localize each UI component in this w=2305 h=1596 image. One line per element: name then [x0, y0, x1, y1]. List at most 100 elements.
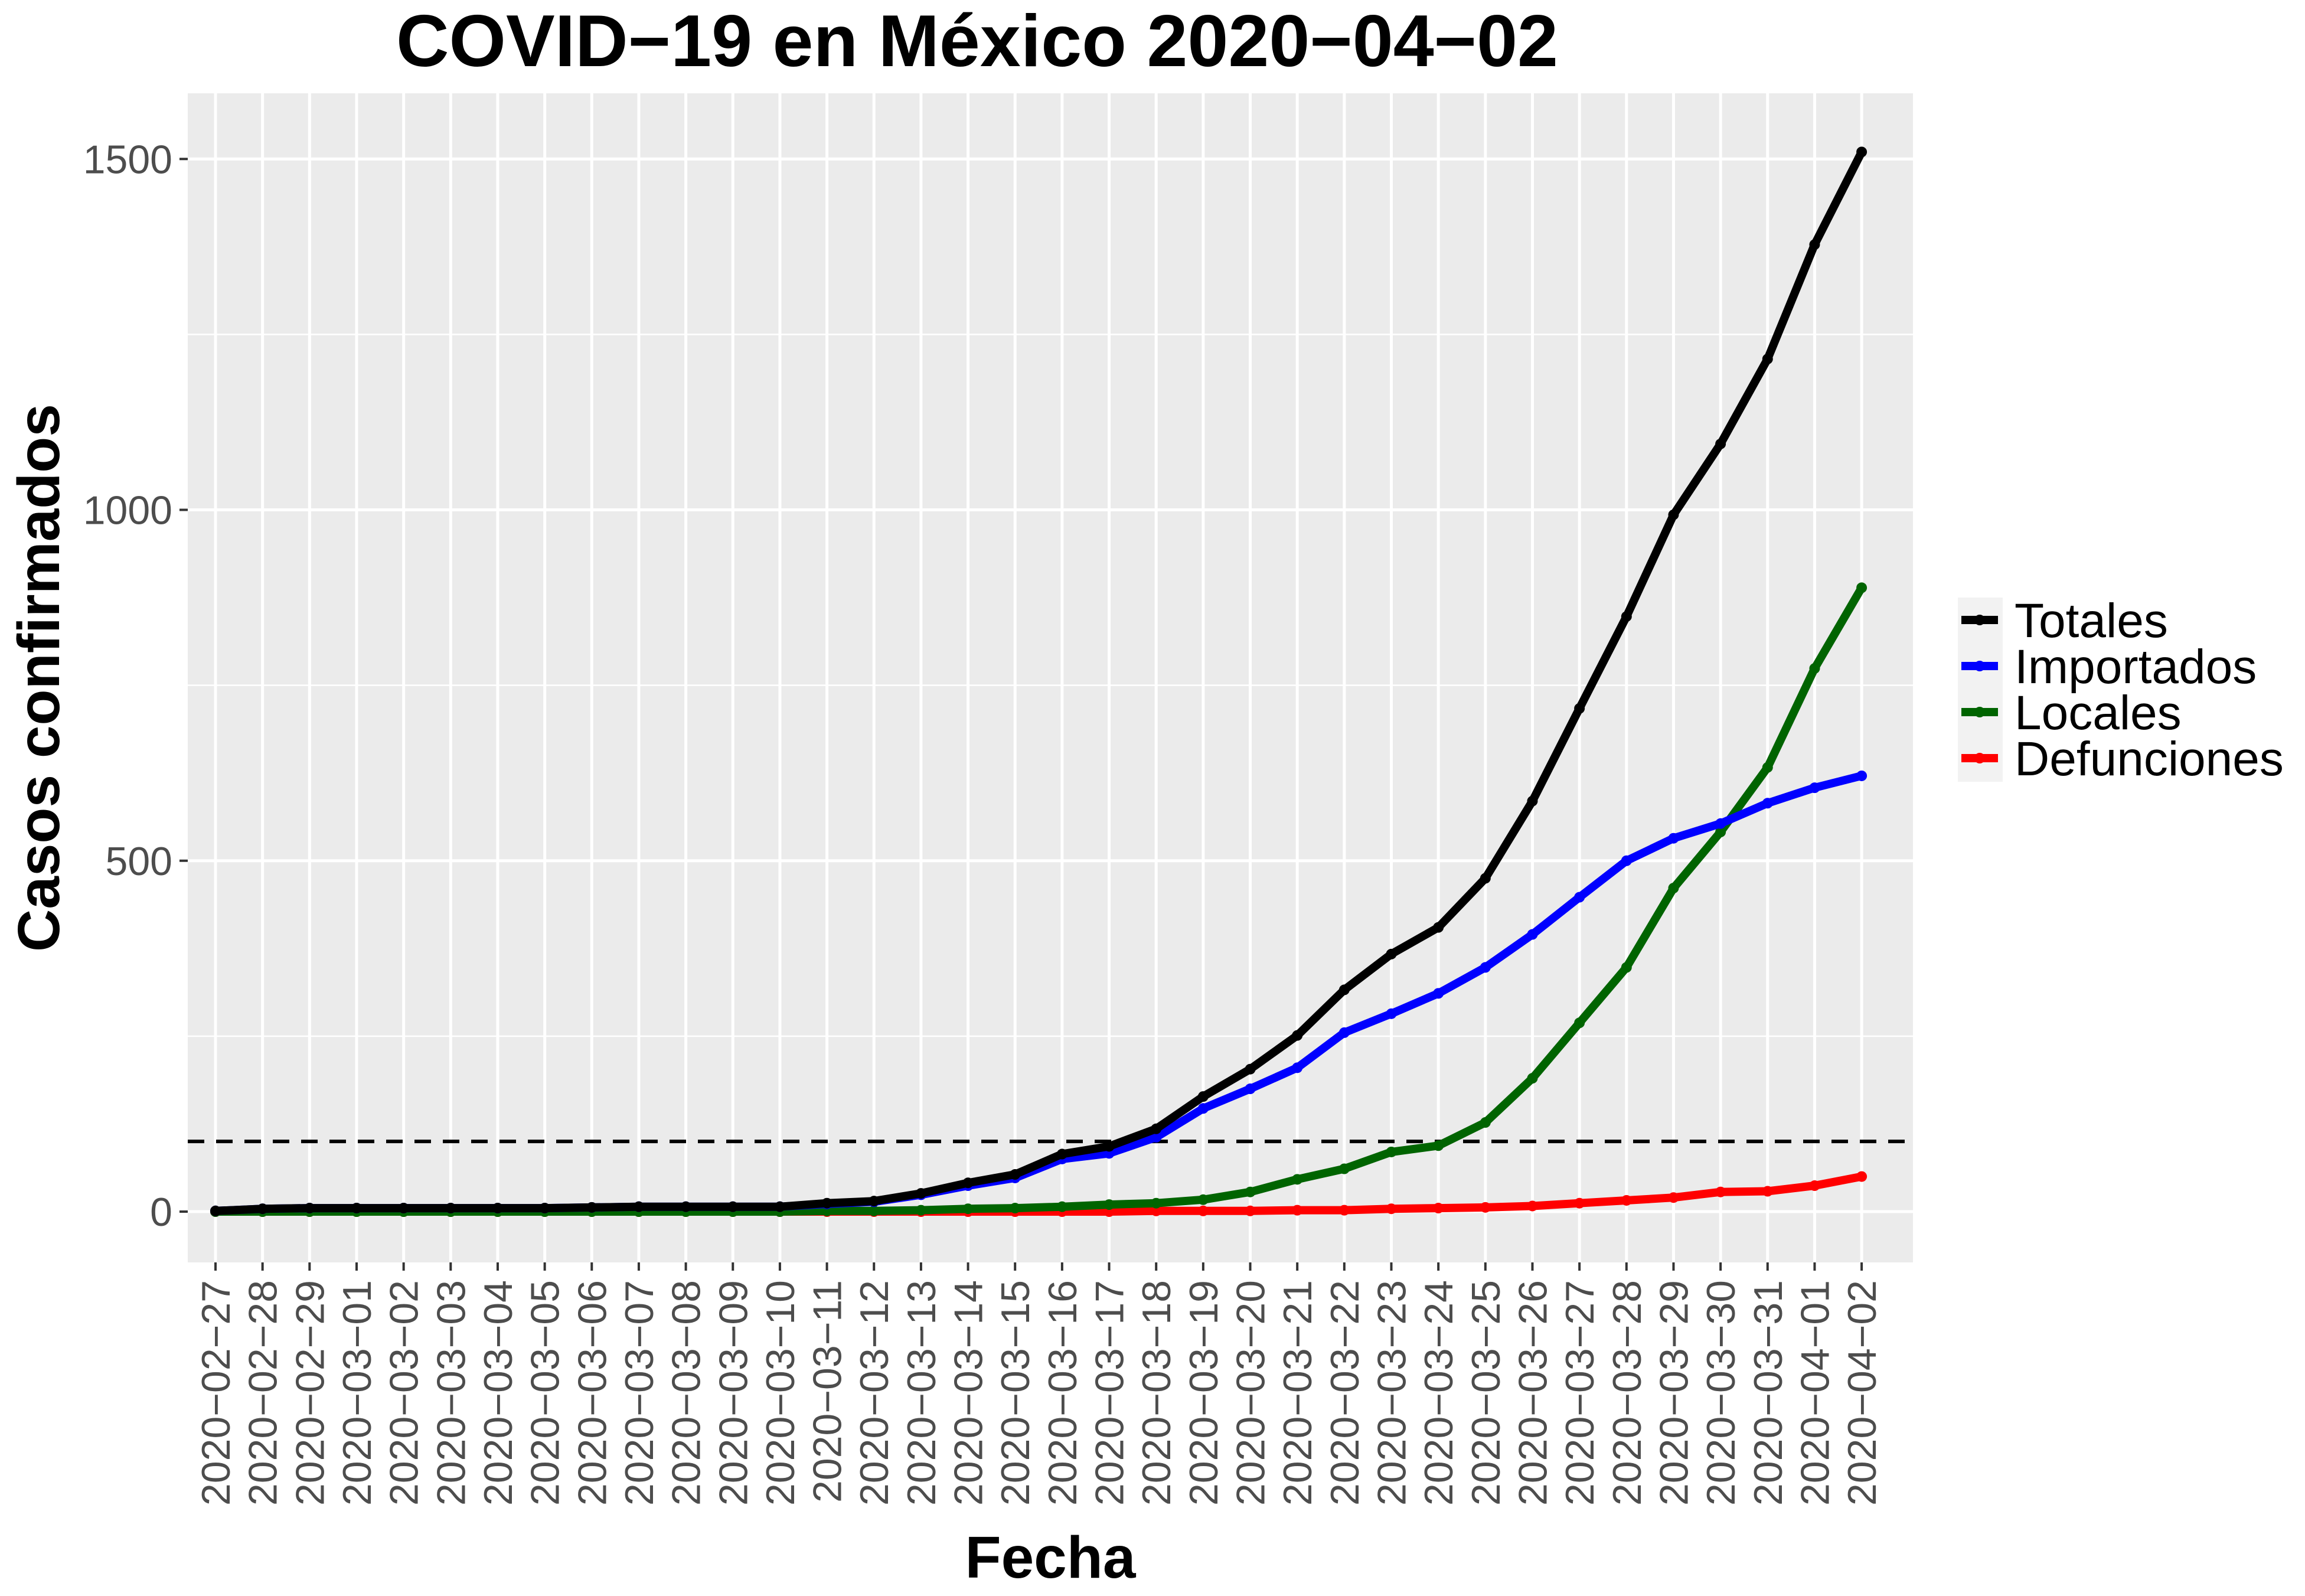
legend-label: Locales: [2015, 686, 2182, 740]
data-point-locales: [1386, 1146, 1397, 1157]
x-tick-label: 2020−03−06: [570, 1280, 615, 1506]
plot-panel: [188, 93, 1913, 1262]
data-point-totales: [1197, 1091, 1209, 1102]
data-point-locales: [1433, 1140, 1444, 1151]
x-tick-label: 2020−04−02: [1840, 1280, 1885, 1506]
data-point-defunciones: [1386, 1203, 1397, 1215]
data-point-locales: [1668, 883, 1679, 894]
x-tick-label: 2020−03−13: [899, 1280, 944, 1506]
data-point-totales: [1151, 1123, 1162, 1134]
legend-item-totales: Totales: [1961, 594, 2168, 648]
data-point-defunciones: [1151, 1205, 1162, 1216]
data-point-importados: [1574, 892, 1585, 903]
data-point-totales: [492, 1203, 503, 1214]
data-point-locales: [1856, 582, 1867, 593]
data-point-locales: [1574, 1017, 1585, 1029]
data-point-importados: [1433, 988, 1444, 999]
legend-key-point: [1974, 661, 1985, 671]
data-point-totales: [586, 1202, 598, 1213]
legend-item-locales: Locales: [1961, 686, 2182, 740]
x-tick-label: 2020−03−22: [1323, 1280, 1367, 1506]
data-point-totales: [1292, 1030, 1303, 1041]
data-point-totales: [398, 1203, 409, 1214]
y-tick-label: 0: [150, 1190, 172, 1235]
x-tick-label: 2020−03−25: [1464, 1280, 1509, 1506]
legend-key-point: [1974, 707, 1985, 717]
data-point-totales: [304, 1203, 315, 1214]
data-point-locales: [1809, 663, 1820, 674]
x-tick-label: 2020−03−19: [1181, 1280, 1226, 1506]
x-tick-label: 2020−03−04: [476, 1280, 521, 1506]
data-point-totales: [1433, 922, 1444, 933]
data-point-importados: [1480, 962, 1491, 973]
data-point-totales: [1103, 1141, 1115, 1152]
data-point-defunciones: [1292, 1205, 1303, 1216]
x-tick-label: 2020−04−01: [1793, 1280, 1837, 1506]
x-tick-label: 2020−03−30: [1699, 1280, 1744, 1506]
data-point-locales: [1197, 1194, 1209, 1205]
data-point-defunciones: [1197, 1205, 1209, 1216]
x-tick-label: 2020−03−28: [1605, 1280, 1650, 1506]
data-point-defunciones: [1433, 1203, 1444, 1214]
data-point-importados: [1245, 1083, 1256, 1095]
data-point-defunciones: [1762, 1186, 1773, 1197]
data-point-totales: [633, 1201, 644, 1212]
data-point-totales: [1856, 146, 1867, 158]
data-point-importados: [1338, 1027, 1350, 1038]
legend-item-defunciones: Defunciones: [1961, 732, 2284, 786]
grid-layer: [188, 93, 1913, 1262]
x-tick-label: 2020−03−03: [429, 1280, 474, 1506]
data-point-importados: [1856, 770, 1867, 781]
data-point-locales: [1292, 1174, 1303, 1185]
series-totales: [210, 146, 1867, 1216]
data-point-defunciones: [1338, 1205, 1350, 1216]
data-point-totales: [727, 1201, 739, 1212]
x-tick-label: 2020−03−27: [1558, 1280, 1602, 1506]
data-point-locales: [1762, 762, 1773, 773]
x-tick-label: 2020−03−16: [1040, 1280, 1085, 1506]
legend-key-point: [1974, 753, 1985, 763]
x-tick-label: 2020−03−26: [1511, 1280, 1556, 1506]
data-point-defunciones: [1245, 1205, 1256, 1216]
data-point-locales: [962, 1203, 974, 1215]
x-tick-label: 2020−03−24: [1416, 1280, 1461, 1506]
x-tick-label: 2020−03−07: [617, 1280, 662, 1506]
data-point-totales: [351, 1203, 362, 1214]
data-point-locales: [1151, 1197, 1162, 1209]
data-point-totales: [1621, 611, 1632, 622]
y-axis-title: Casos confirmados: [6, 404, 72, 952]
x-axis: 2020−02−27 2020−02−28 2020−02−29 2020−03−01…: [194, 1262, 1885, 1506]
legend-label: Defunciones: [2015, 732, 2284, 786]
data-point-importados: [1197, 1103, 1209, 1114]
x-tick-label: 2020−03−12: [852, 1280, 897, 1506]
data-point-totales: [1010, 1169, 1021, 1180]
x-tick-label: 2020−03−15: [993, 1280, 1038, 1506]
data-point-importados: [1809, 782, 1820, 794]
data-point-totales: [1480, 873, 1491, 884]
x-tick-label: 2020−03−02: [382, 1280, 427, 1506]
x-tick-label: 2020−03−05: [523, 1280, 568, 1506]
legend-item-importados: Importados: [1961, 640, 2257, 694]
data-point-totales: [869, 1196, 880, 1207]
data-point-importados: [1527, 929, 1538, 940]
series-line-totales: [211, 148, 1866, 1215]
x-tick-label: 2020−03−21: [1275, 1280, 1320, 1506]
data-point-defunciones: [1574, 1197, 1585, 1209]
data-point-totales: [1668, 509, 1679, 520]
x-tick-label: 2020−03−29: [1652, 1280, 1697, 1506]
data-point-importados: [1292, 1062, 1303, 1073]
data-point-defunciones: [1668, 1192, 1679, 1203]
data-point-totales: [1338, 984, 1350, 996]
data-point-totales: [915, 1188, 926, 1199]
x-tick-label: 2020−03−14: [946, 1280, 991, 1506]
x-tick-label: 2020−03−09: [711, 1280, 756, 1506]
data-point-defunciones: [1527, 1200, 1538, 1212]
x-tick-label: 2020−03−10: [758, 1280, 803, 1506]
y-axis: 0 500 1000 1500: [83, 137, 188, 1235]
data-point-totales: [210, 1205, 221, 1216]
data-point-totales: [1809, 239, 1820, 250]
data-point-totales: [1056, 1148, 1067, 1160]
data-point-locales: [1527, 1073, 1538, 1084]
data-point-importados: [1386, 1008, 1397, 1019]
